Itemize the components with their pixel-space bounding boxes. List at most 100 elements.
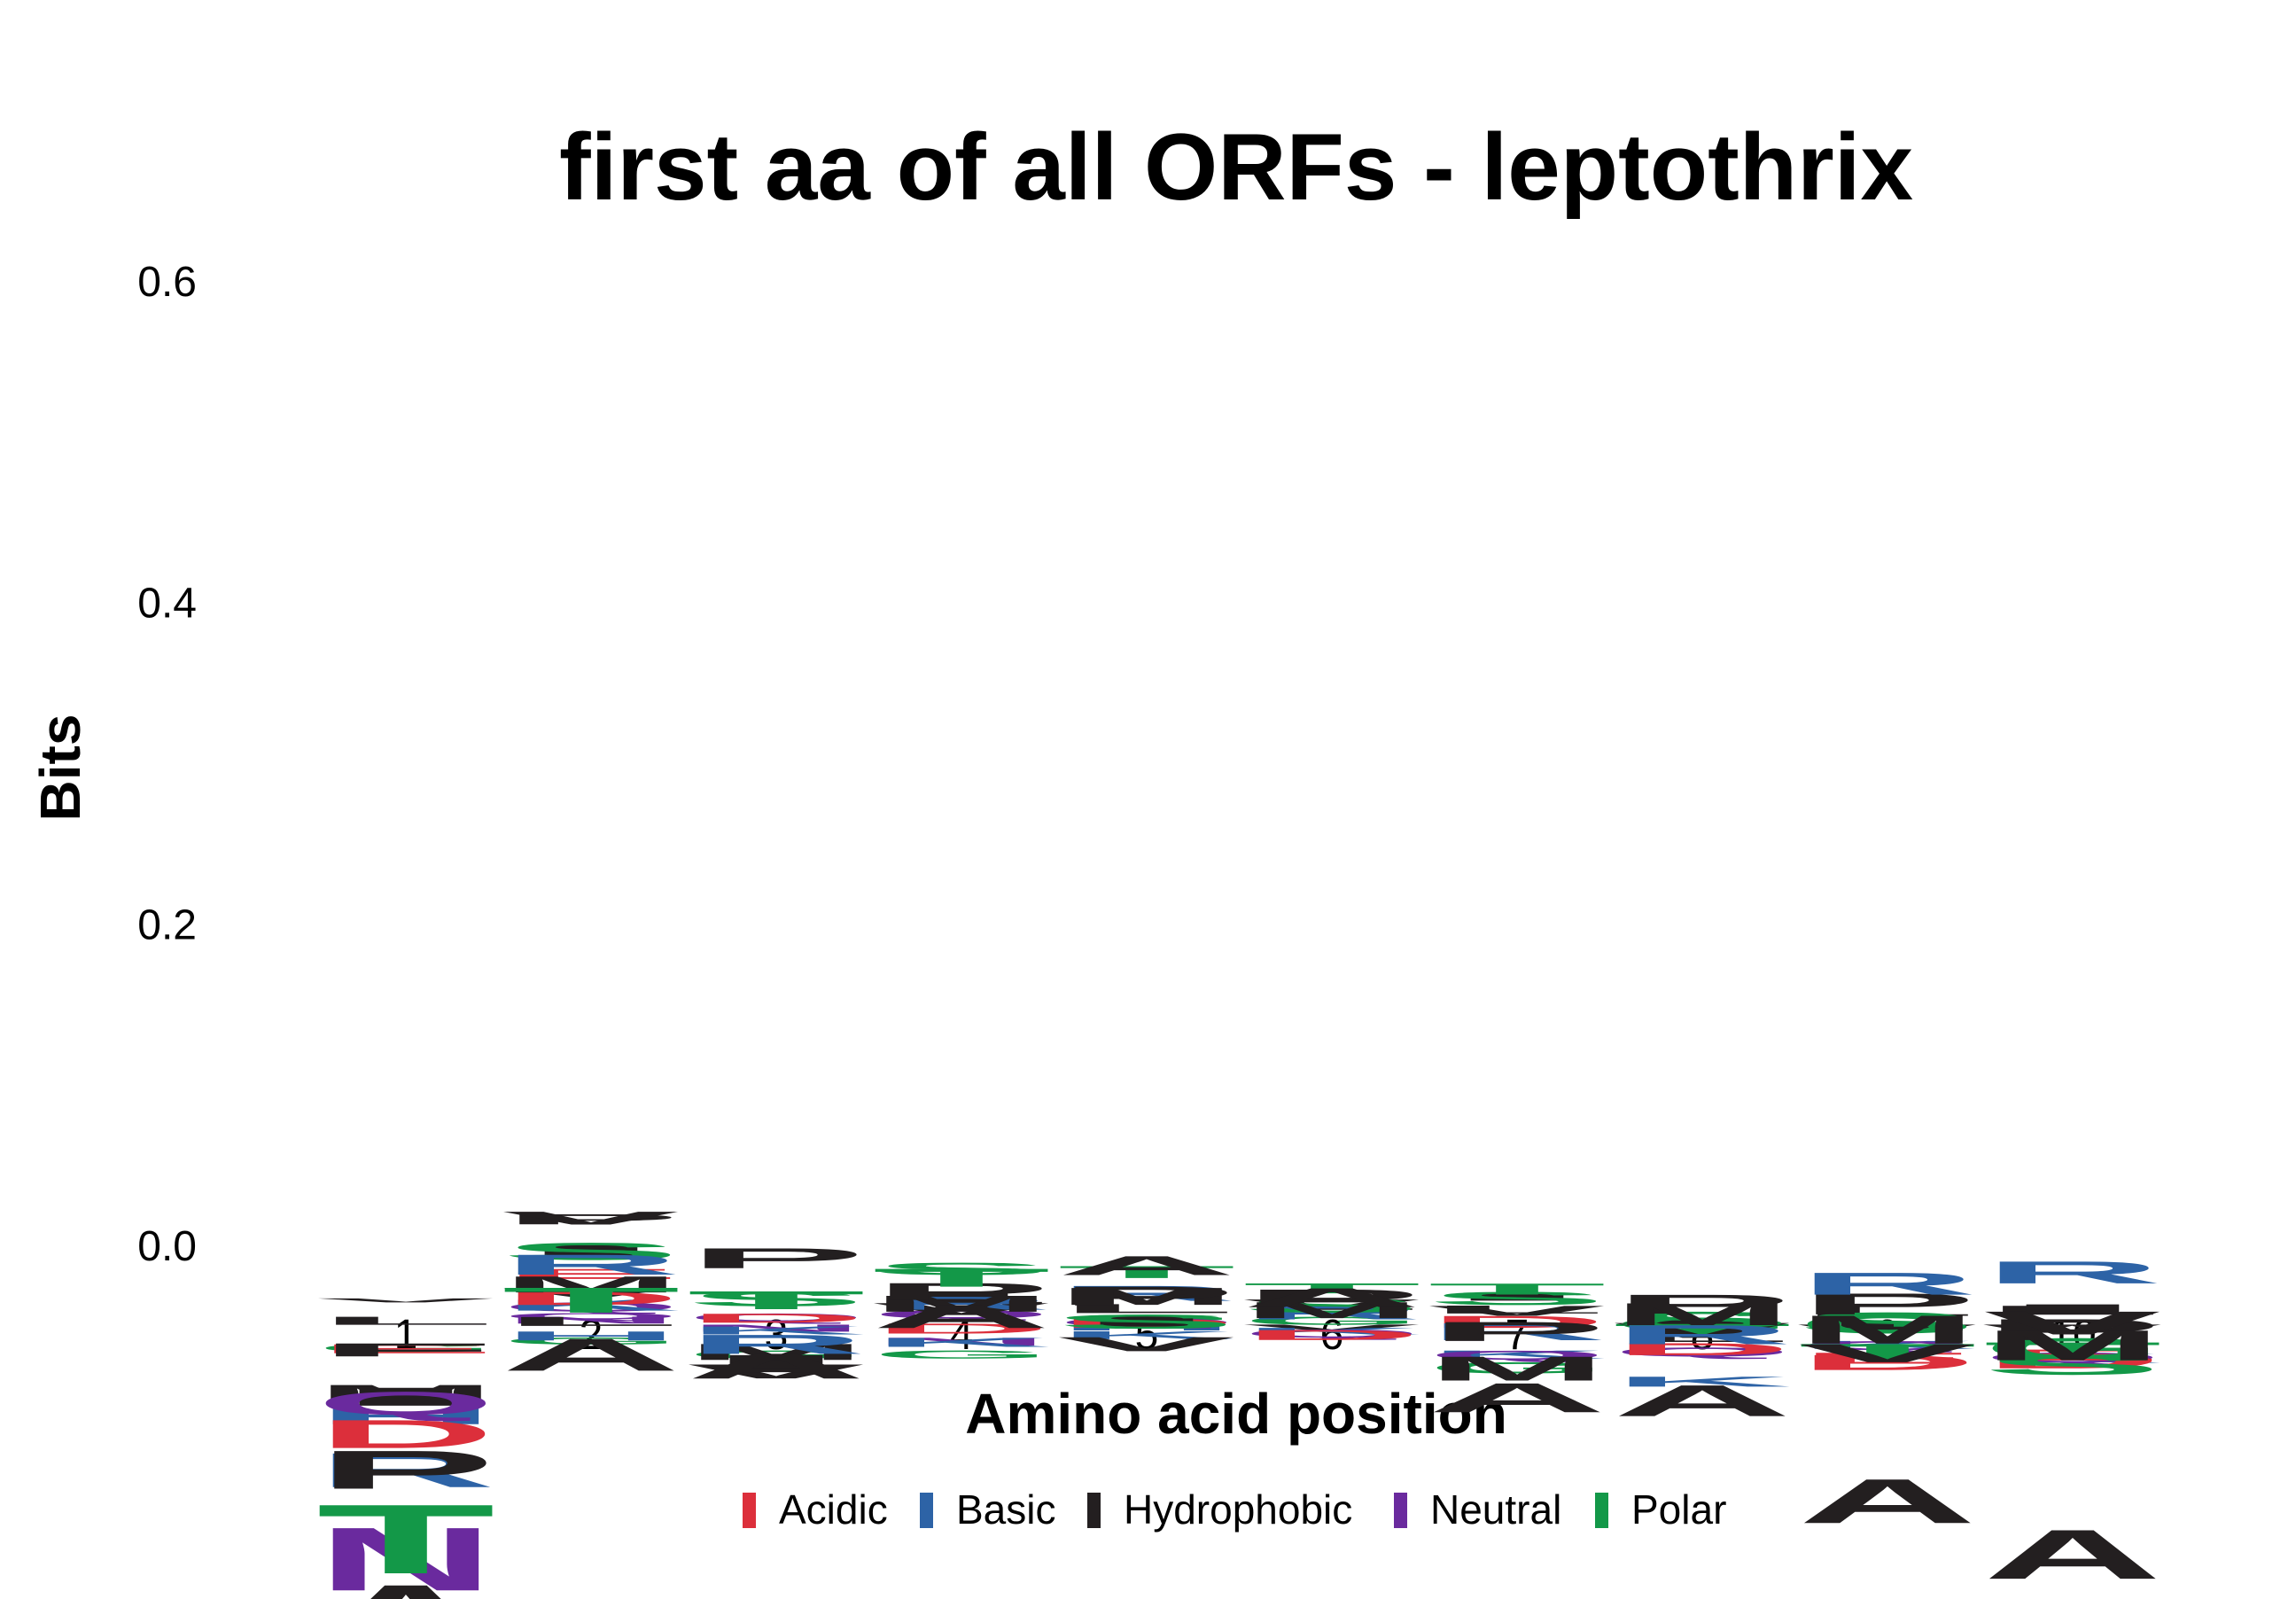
logo-letter: P xyxy=(1613,1289,1792,1319)
x-tick-label: 10 xyxy=(2049,1312,2096,1359)
logo-letter: L xyxy=(1798,1303,1977,1319)
logo-letter: G xyxy=(1798,1310,1977,1338)
logo-letter: D xyxy=(1057,1316,1236,1330)
legend-label: Polar xyxy=(1631,1486,1726,1533)
logo-letter: T xyxy=(1613,1321,1792,1340)
logo-letter: K xyxy=(1613,1374,1792,1390)
logo-letter: P xyxy=(316,1439,495,1501)
logo-letter: A xyxy=(872,1299,1051,1336)
logo-letter: K xyxy=(502,1297,681,1314)
logo-letter: S xyxy=(687,1288,866,1310)
x-tick-label: 9 xyxy=(1876,1312,1900,1359)
logo-letter: R xyxy=(1242,1303,1421,1324)
logo-letter: I xyxy=(1057,1313,1236,1330)
legend-swatch xyxy=(743,1493,756,1528)
y-tick-label: 0.2 xyxy=(137,901,197,948)
logo-letter: D xyxy=(502,1288,681,1309)
logo-letter: T xyxy=(1242,1281,1421,1297)
x-tick-label: 4 xyxy=(950,1312,974,1359)
logo-letter: H xyxy=(502,1329,681,1343)
x-axis-title: Amino acid position xyxy=(965,1382,1507,1446)
logo-letter: S xyxy=(1242,1294,1421,1316)
logo-stack: VGELHFIMQDRPKANTS xyxy=(316,1298,495,1599)
logo-letter: Q xyxy=(1057,1316,1236,1329)
logo-letter: S xyxy=(872,1260,1051,1279)
logo-letter: N xyxy=(316,1509,495,1599)
y-tick-label: 0.0 xyxy=(137,1223,197,1270)
logo-letter: D xyxy=(1798,1351,1977,1375)
logo-letter: K xyxy=(687,1324,866,1337)
logo-letter: M xyxy=(1242,1298,1421,1323)
logo-letter: M xyxy=(687,1339,866,1365)
logo-letter: F xyxy=(316,1339,495,1361)
x-tick-label: 7 xyxy=(1506,1312,1529,1359)
x-tick-label: 8 xyxy=(1691,1312,1715,1359)
logo-letter: M xyxy=(502,1272,681,1298)
logo-letter: A xyxy=(502,1330,681,1381)
y-axis-title: Bits xyxy=(28,714,92,822)
legend-swatch xyxy=(1087,1493,1101,1528)
logo-letter: M xyxy=(316,1378,495,1410)
logo-letter: L xyxy=(1428,1303,1607,1316)
logo-letter: M xyxy=(1798,1307,1977,1353)
logo-letter: Q xyxy=(872,1308,1051,1321)
logo-letter: K xyxy=(872,1335,1051,1349)
logo-letter: V xyxy=(1798,1339,1976,1369)
logo-letter: E xyxy=(502,1266,681,1282)
logo-letter: A xyxy=(1428,1375,1607,1421)
logo-letter: N xyxy=(502,1314,681,1326)
logo-letter: Q xyxy=(316,1385,495,1423)
logo-letter: Q xyxy=(1613,1345,1792,1359)
x-tick-label: 1 xyxy=(394,1312,418,1359)
logo-letter: E xyxy=(1798,1349,1977,1367)
logo-letter: K xyxy=(1428,1348,1607,1361)
logo-letter: Q xyxy=(1983,1349,2162,1365)
logo-letter: Q xyxy=(687,1311,866,1323)
logo-letter: H xyxy=(316,1403,495,1429)
logo-letter: P xyxy=(1983,1313,2162,1346)
logo-letter: I xyxy=(1983,1301,2162,1317)
legend-label: Hydrophobic xyxy=(1124,1486,1352,1533)
logo-letter: H xyxy=(1057,1322,1236,1332)
logo-letter: D xyxy=(316,1412,495,1456)
logo-letter: G xyxy=(1242,1314,1421,1327)
logo-letter: R xyxy=(687,1330,866,1360)
x-tick-label: 5 xyxy=(1135,1312,1159,1359)
logo-letter: T xyxy=(687,1286,866,1315)
logo-letter: M xyxy=(1057,1283,1236,1310)
logo-letter: R xyxy=(1613,1320,1792,1350)
legend-label: Basic xyxy=(956,1486,1055,1533)
logo-letter: E xyxy=(316,1342,495,1356)
logo-letter: V xyxy=(1613,1318,1791,1342)
logo-letter: A xyxy=(1983,1515,2162,1594)
logo-letter: T xyxy=(316,1485,495,1595)
logo-letter: M xyxy=(1983,1322,2162,1369)
logo-letter: P xyxy=(687,1242,866,1274)
logo-letter: D xyxy=(1983,1349,2162,1373)
logo-letter: V xyxy=(1428,1303,1606,1319)
logo-letter: P xyxy=(1428,1316,1607,1346)
logo-letter: K xyxy=(1242,1326,1421,1338)
logo-letter: R xyxy=(1798,1267,1977,1302)
logo-letter: A xyxy=(316,1567,495,1599)
logo-letter: Q xyxy=(502,1312,681,1322)
logo-letter: K xyxy=(1057,1329,1236,1341)
logo-letter: M xyxy=(1613,1297,1792,1332)
legend-swatch xyxy=(1394,1493,1407,1528)
logo-letter: P xyxy=(1057,1281,1236,1311)
logo-letter: L xyxy=(316,1314,495,1328)
logo-letter: G xyxy=(1983,1332,2162,1364)
logo-letter: R xyxy=(1057,1282,1236,1306)
logo-letter: D xyxy=(1242,1327,1421,1343)
logo-letter: Q xyxy=(1428,1348,1607,1362)
logo-letter: I xyxy=(316,1382,495,1411)
logo-letter: K xyxy=(1983,1351,2162,1365)
logo-letter: L xyxy=(1983,1303,2162,1317)
